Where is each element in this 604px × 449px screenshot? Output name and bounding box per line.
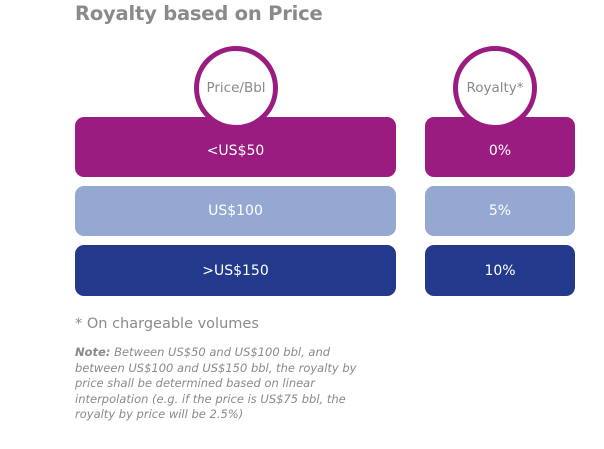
interpolation-note: Note: Between US$50 and US$100 bbl, and … bbox=[75, 345, 375, 423]
price-value: US$100 bbox=[208, 203, 263, 219]
royalty-value: 10% bbox=[484, 262, 516, 279]
royalty-value: 0% bbox=[488, 143, 512, 159]
note-text: Between US$50 and US$100 bbl, and betwee… bbox=[75, 345, 357, 421]
royalty-row-3: 10% bbox=[425, 245, 575, 296]
royalty-row-2: 5% bbox=[425, 186, 575, 236]
royalty-value: 5% bbox=[488, 203, 512, 219]
price-value: >US$150 bbox=[202, 262, 269, 279]
page-title: Royalty based on Price bbox=[75, 2, 323, 25]
price-header-label: Price/Bbl bbox=[206, 80, 266, 96]
footnote: * On chargeable volumes bbox=[75, 316, 259, 332]
royalty-header-label: Royalty* bbox=[466, 80, 524, 96]
price-row-3: >US$150 bbox=[75, 245, 396, 296]
royalty-header-circle: Royalty* bbox=[453, 46, 537, 130]
price-header-circle: Price/Bbl bbox=[194, 46, 278, 130]
note-label: Note: bbox=[75, 345, 111, 359]
price-row-2: US$100 bbox=[75, 186, 396, 236]
price-value: <US$50 bbox=[206, 143, 265, 159]
